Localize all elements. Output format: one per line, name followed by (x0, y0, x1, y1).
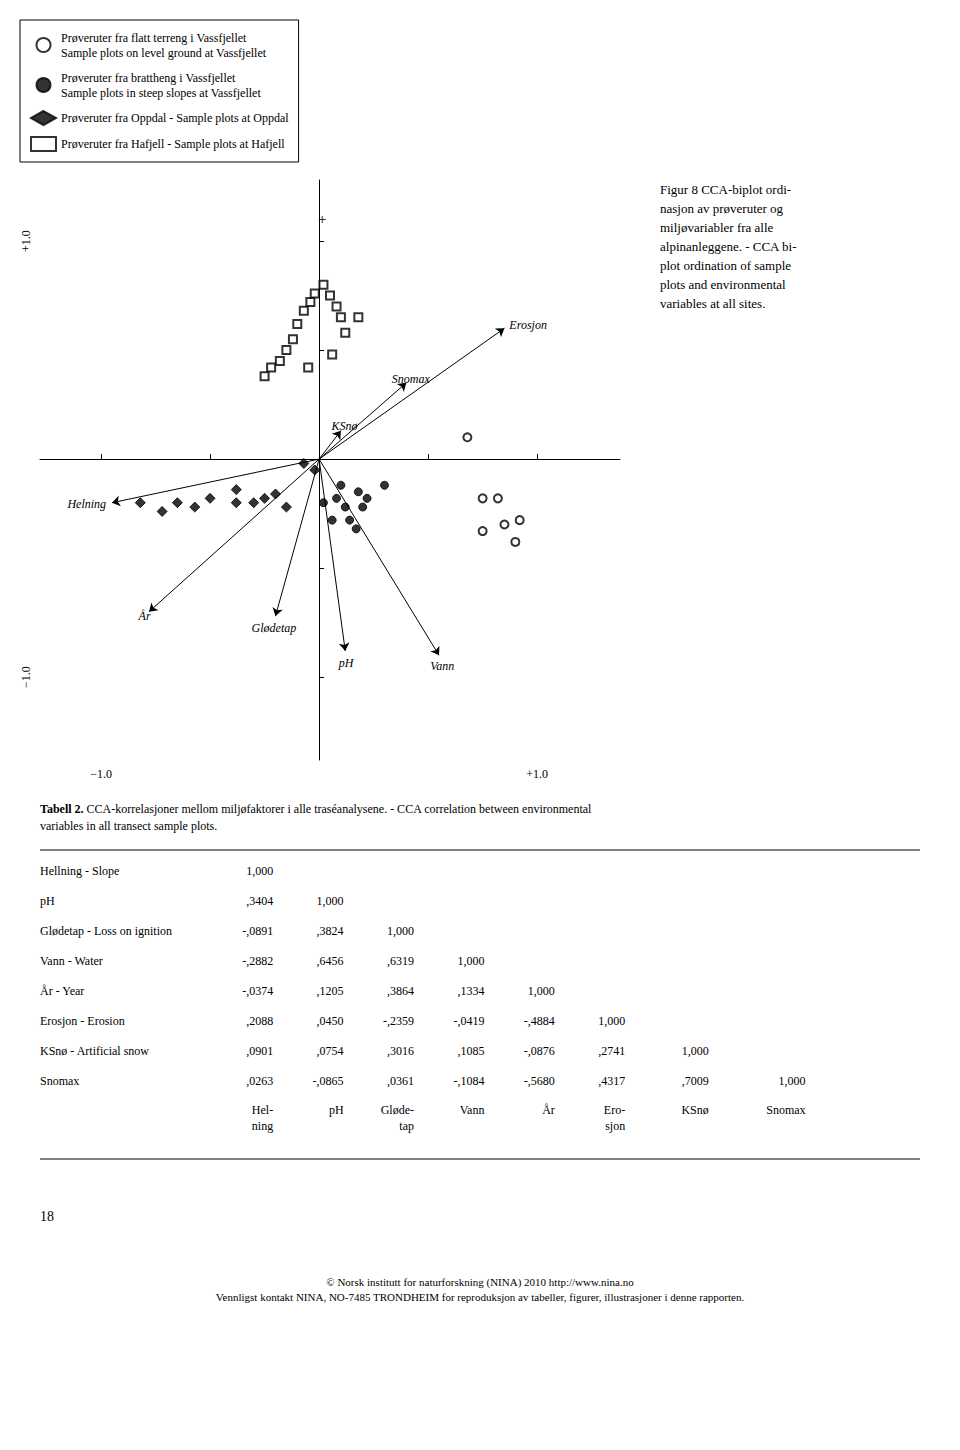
svg-text:,2088: ,2088 (246, 1014, 273, 1028)
svg-text:Gløde­tap: Gløde­tap (252, 621, 297, 635)
svg-text:-,0865: -,0865 (313, 1074, 344, 1088)
svg-text:-,0374: -,0374 (242, 984, 273, 998)
svg-text:1,000: 1,000 (528, 984, 555, 998)
svg-text:sjon: sjon (605, 1119, 625, 1133)
svg-text:,3016: ,3016 (387, 1044, 414, 1058)
svg-text:pH: pH (329, 1103, 344, 1117)
svg-text:variables in all transect samp: variables in all transect sample plots. (40, 819, 217, 833)
svg-text:alpinanleggene. - CCA bi-: alpinanleggene. - CCA bi- (660, 239, 796, 254)
svg-text:,2741: ,2741 (598, 1044, 625, 1058)
svg-text:År: År (138, 609, 151, 623)
svg-text:1,000: 1,000 (457, 954, 484, 968)
svg-text:−1.0: −1.0 (19, 666, 33, 688)
svg-text:Erosjon: Erosjon (508, 318, 547, 332)
svg-text:,1085: ,1085 (457, 1044, 484, 1058)
svg-text:,3824: ,3824 (317, 924, 344, 938)
svg-text:,4317: ,4317 (598, 1074, 625, 1088)
svg-text:plot ordination of sample: plot ordination of sample (660, 258, 791, 273)
svg-text:,0901: ,0901 (246, 1044, 273, 1058)
svg-text:Sample plots in steep slopes a: Sample plots in steep slopes at Vassfjel… (61, 86, 261, 100)
svg-text:KSnø: KSnø (681, 1103, 708, 1117)
svg-text:-,2359: -,2359 (383, 1014, 414, 1028)
svg-text:,1205: ,1205 (317, 984, 344, 998)
svg-text:År: År (542, 1103, 555, 1117)
svg-text:1,000: 1,000 (246, 864, 273, 878)
svg-text:Gløde-: Gløde- (381, 1103, 414, 1117)
svg-text:1,000: 1,000 (387, 924, 414, 938)
svg-text:Prøveruter fra flatt terreng i: Prøveruter fra flatt terreng i Vassfjell… (61, 31, 247, 45)
svg-text:-,0419: -,0419 (453, 1014, 484, 1028)
svg-text:Hellning - Slope: Hellning - Slope (40, 864, 119, 878)
svg-text:Vennligst kontakt NINA, NO-748: Vennligst kontakt NINA, NO-7485 TRONDHEI… (216, 1291, 745, 1303)
svg-text:,3404: ,3404 (246, 894, 273, 908)
svg-text:,0450: ,0450 (317, 1014, 344, 1028)
svg-text:,0754: ,0754 (317, 1044, 344, 1058)
svg-text:-,0876: -,0876 (524, 1044, 555, 1058)
svg-text:plots and environmental: plots and environmental (660, 277, 786, 292)
svg-text:Vann: Vann (430, 659, 454, 673)
svg-text:KSnø - Artificial snow: KSnø - Artificial snow (40, 1044, 149, 1058)
svg-text:−1.0: −1.0 (90, 767, 112, 781)
svg-text:Erosjon - Erosion: Erosjon - Erosion (40, 1014, 125, 1028)
svg-text:+1.0: +1.0 (19, 230, 33, 252)
svg-text:Vann: Vann (460, 1103, 485, 1117)
svg-text:Ero-: Ero- (604, 1103, 625, 1117)
svg-text:Prøveruter fra Oppdal - Sample: Prøveruter fra Oppdal - Sample plots at … (61, 111, 289, 125)
svg-text:Snomax: Snomax (766, 1103, 805, 1117)
svg-text:nasjon av prøveruter og: nasjon av prøveruter og (660, 201, 784, 216)
svg-text:Hel-: Hel- (252, 1103, 273, 1117)
svg-text:pH: pH (338, 656, 355, 670)
svg-text:+1.0: +1.0 (526, 767, 548, 781)
svg-text:,3864: ,3864 (387, 984, 414, 998)
svg-text:Tabell 2.: Tabell 2. (40, 802, 84, 816)
svg-text:tap: tap (399, 1119, 414, 1133)
svg-text:-,1084: -,1084 (453, 1074, 484, 1088)
svg-text:Prøveruter fra Hafjell - Sampl: Prøveruter fra Hafjell - Sample plots at… (61, 137, 285, 151)
svg-text:1,000: 1,000 (317, 894, 344, 908)
svg-text:Sample plots on level ground a: Sample plots on level ground at Vassfjel… (61, 46, 267, 60)
svg-text:,1334: ,1334 (457, 984, 484, 998)
svg-text:1,000: 1,000 (682, 1044, 709, 1058)
svg-text:Snomax: Snomax (40, 1074, 79, 1088)
svg-text:-,5680: -,5680 (524, 1074, 555, 1088)
svg-text:-,2882: -,2882 (242, 954, 273, 968)
svg-text:,7009: ,7009 (682, 1074, 709, 1088)
svg-text:Helning: Helning (66, 497, 106, 511)
svg-text:,0263: ,0263 (246, 1074, 273, 1088)
svg-text:pH: pH (40, 894, 55, 908)
svg-text:,6456: ,6456 (317, 954, 344, 968)
svg-text:1,000: 1,000 (779, 1074, 806, 1088)
svg-text:18: 18 (40, 1209, 54, 1224)
svg-text:CCA-korrelasjoner mellom miljø: CCA-korrelasjoner mellom miljøfaktorer i… (84, 802, 592, 816)
svg-text:Vann - Water: Vann - Water (40, 954, 103, 968)
svg-text:Prøveruter fra brattheng i Vas: Prøveruter fra brattheng i Vassfjellet (61, 71, 236, 85)
svg-text:,6319: ,6319 (387, 954, 414, 968)
svg-text:Gløde­tap - Loss on ignition: Gløde­tap - Loss on ignition (40, 924, 172, 938)
svg-text:-,0891: -,0891 (242, 924, 273, 938)
svg-text:1,000: 1,000 (598, 1014, 625, 1028)
svg-text:-,4884: -,4884 (524, 1014, 555, 1028)
svg-text:Figur 8 CCA-biplot ordi-: Figur 8 CCA-biplot ordi- (660, 182, 791, 197)
svg-text:År - Year: År - Year (40, 984, 84, 998)
svg-text:variables at all sites.: variables at all sites. (660, 296, 765, 311)
svg-text:ning: ning (252, 1119, 273, 1133)
svg-text:miljøvariabler fra alle: miljøvariabler fra alle (660, 220, 774, 235)
svg-text:+: + (318, 211, 327, 227)
svg-text:© Norsk institutt for naturfor: © Norsk institutt for naturforskning (NI… (326, 1276, 634, 1289)
svg-text:KSnø: KSnø (331, 419, 359, 433)
svg-text:Snomax: Snomax (392, 372, 431, 386)
svg-text:,0361: ,0361 (387, 1074, 414, 1088)
